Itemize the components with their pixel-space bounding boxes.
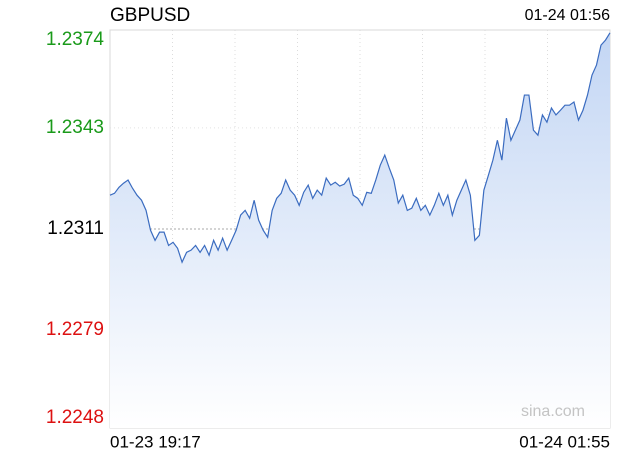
x-tick-label: 01-24 01:55 — [519, 432, 610, 451]
chart-title: GBPUSD — [110, 5, 190, 26]
watermark: sina.com — [521, 403, 585, 420]
price-line — [109, 32, 611, 264]
x-tick-label: 01-23 19:17 — [110, 432, 201, 451]
y-tick-label: 1.2311 — [47, 218, 104, 239]
y-tick-label: 1.2374 — [46, 29, 105, 50]
timestamp: 01-24 01:56 — [525, 7, 611, 24]
y-tick-label: 1.2248 — [46, 407, 104, 428]
y-tick-label: 1.2343 — [46, 117, 104, 138]
y-tick-label: 1.2279 — [46, 319, 104, 340]
area — [110, 32, 610, 429]
